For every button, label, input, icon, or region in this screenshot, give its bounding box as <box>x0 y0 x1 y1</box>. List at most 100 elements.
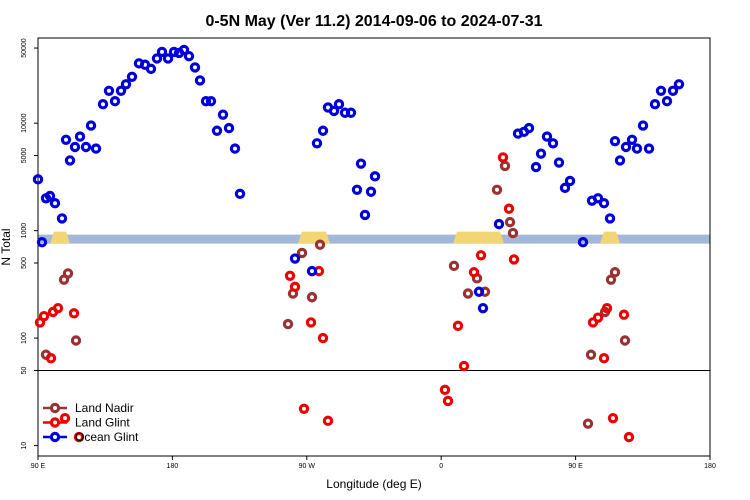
ocean-glint-point <box>631 143 643 154</box>
land-nadir-point <box>448 260 460 272</box>
land-glint-point <box>458 360 470 372</box>
ocean-glint-point <box>49 198 61 209</box>
ocean-glint-point <box>120 79 132 90</box>
y-tick-label: 5000 <box>21 148 28 164</box>
ocean-glint-point <box>477 302 489 314</box>
ocean-glint-point <box>637 120 649 131</box>
land-nadir-point <box>306 292 318 303</box>
x-tick-label: 180 <box>167 463 179 470</box>
land-nadir-point <box>462 288 474 299</box>
land-ocean-band <box>38 231 710 244</box>
ocean-glint-point <box>614 155 626 166</box>
ocean-glint-point <box>223 122 235 134</box>
land-glint-point <box>497 152 509 163</box>
land-glint-point <box>284 270 296 281</box>
ocean-glint-point <box>56 213 68 224</box>
ocean-glint-point <box>547 138 559 149</box>
land-nadir-point <box>582 418 594 429</box>
land-glint-point <box>38 310 50 322</box>
land-glint-point <box>442 395 454 407</box>
ocean-glint-point <box>97 99 109 110</box>
ocean-glint-point <box>151 53 163 64</box>
land-nadir-point <box>70 335 82 346</box>
land-glint-point <box>623 431 635 443</box>
ocean-glint-point <box>535 148 547 159</box>
ocean-glint-point <box>643 143 655 154</box>
x-axis-ticks: 90 E 180 90 W 0 90 E 180 <box>31 456 716 470</box>
land-glint-point <box>439 384 451 396</box>
land-nadir-point <box>507 227 519 239</box>
ocean-glint-point <box>592 193 604 204</box>
ocean-glint-point <box>609 135 621 147</box>
land-nadir-point <box>314 239 326 250</box>
ocean-glint-point <box>80 141 92 153</box>
land-glint-point <box>601 302 613 314</box>
ocean-glint-point <box>345 107 357 118</box>
land-nadir-point <box>504 216 516 228</box>
land-glint-point <box>452 320 464 332</box>
ocean-glint-point <box>655 85 667 97</box>
land-glint-point <box>73 431 85 443</box>
land-glint-point <box>59 412 71 424</box>
ocean-glint-point <box>523 122 535 134</box>
ocean-glint-point <box>564 175 576 187</box>
y-tick-label: 10 <box>21 442 28 450</box>
ocean-glint-point <box>328 105 340 117</box>
ocean-glint-point <box>626 134 638 146</box>
land-glint-point <box>45 353 57 364</box>
legend-label: Land Nadir <box>75 401 134 415</box>
ocean-glint-point <box>74 131 86 142</box>
ocean-glint-point <box>194 75 206 86</box>
ocean-glint-point <box>126 71 138 83</box>
land-nadir-point <box>62 268 74 279</box>
ocean-glint-point <box>620 141 632 153</box>
land-nadir-point <box>585 349 597 360</box>
land-nadir-point <box>491 184 503 195</box>
x-axis-label: Longitude (deg E) <box>326 477 421 491</box>
land-segment <box>600 231 620 244</box>
ocean-glint-point <box>90 143 102 154</box>
y-tick-label: 10000 <box>21 113 28 133</box>
ocean-glint-point <box>69 141 81 153</box>
ocean-glint-point <box>36 237 48 248</box>
legend-label: Ocean Glint <box>75 430 139 444</box>
ocean-glint-point <box>156 46 168 58</box>
y-tick-label: 50000 <box>21 38 28 58</box>
ocean-glint-point <box>369 171 381 182</box>
ocean-glint-point <box>311 138 323 149</box>
land-nadir-point <box>605 274 617 285</box>
ocean-glint-point <box>60 134 72 146</box>
legend-marker <box>49 417 61 428</box>
ocean-glint-point <box>183 50 195 62</box>
ocean-glint-point <box>64 155 76 166</box>
x-tick-label: 90 E <box>31 463 46 470</box>
land-glint-point <box>289 281 301 293</box>
ocean-glint-point <box>189 62 201 73</box>
y-axis-ticks: 10 50 100 500 1000 5000 10000 50000 <box>21 38 38 449</box>
land-nadir-point <box>619 335 631 346</box>
ocean-glint-point <box>32 174 44 185</box>
ocean-glint-point <box>604 213 616 224</box>
legend-marker <box>49 402 61 414</box>
ocean-glint-point <box>289 253 301 264</box>
plot-frame <box>37 37 711 457</box>
land-glint-point <box>322 415 334 427</box>
ocean-glint-point <box>109 96 121 107</box>
ocean-glint-point <box>530 161 542 173</box>
ocean-glint-point <box>365 186 377 197</box>
ocean-glint-point <box>661 96 673 107</box>
ocean-glint-point <box>493 218 505 230</box>
ocean-glint-point <box>559 182 571 194</box>
land-glint-point <box>598 353 610 364</box>
land-glint-point <box>618 309 630 320</box>
land-nadir-point <box>609 267 621 278</box>
ocean-glint-point <box>306 265 318 277</box>
ocean-glint-point <box>115 85 127 97</box>
y-tick-label: 50 <box>21 366 28 374</box>
ocean-glint-point <box>178 44 190 56</box>
ocean-glint-point <box>85 120 97 131</box>
ocean-glint-point <box>103 85 115 97</box>
land-glint-point <box>298 403 310 414</box>
land-glint-point <box>317 332 329 344</box>
